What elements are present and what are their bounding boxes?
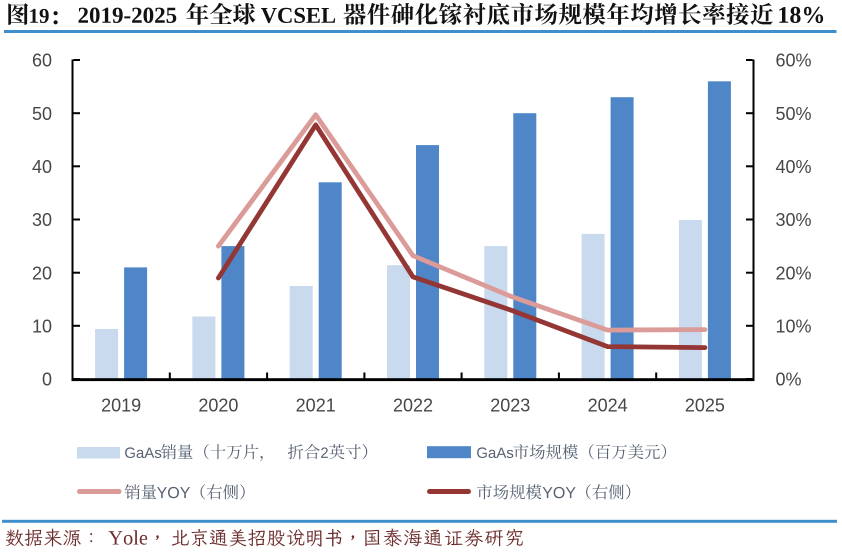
svg-text:20: 20 [32,263,52,283]
svg-text:30: 30 [32,210,52,230]
svg-text:20%: 20% [776,263,812,283]
svg-text:60: 60 [32,51,52,71]
svg-text:2025: 2025 [685,396,725,416]
svg-text:40: 40 [32,157,52,177]
svg-text:30%: 30% [776,210,812,230]
svg-text:10%: 10% [776,316,812,336]
svg-text:2023: 2023 [490,396,530,416]
svg-text:2020: 2020 [198,396,238,416]
svg-text:0: 0 [42,370,52,390]
svg-text:2021: 2021 [296,396,336,416]
svg-text:2022: 2022 [393,396,433,416]
svg-text:0%: 0% [776,370,802,390]
svg-text:2024: 2024 [588,396,628,416]
svg-text:50%: 50% [776,104,812,124]
svg-text:50: 50 [32,104,52,124]
svg-text:40%: 40% [776,157,812,177]
svg-text:2019: 2019 [101,396,141,416]
svg-text:60%: 60% [776,51,812,71]
svg-text:10: 10 [32,316,52,336]
